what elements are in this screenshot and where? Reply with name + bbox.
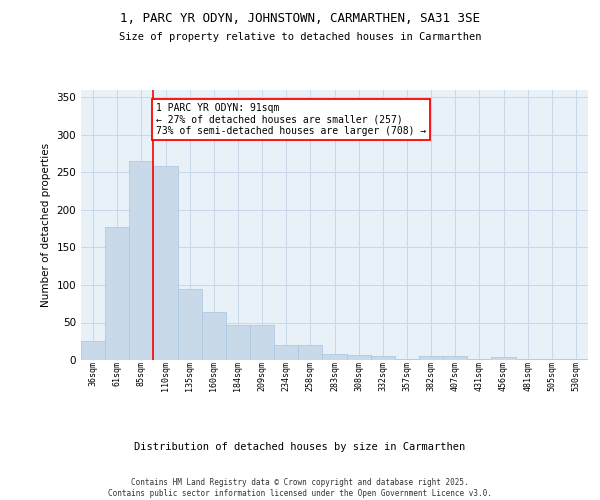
Text: Size of property relative to detached houses in Carmarthen: Size of property relative to detached ho… [119, 32, 481, 42]
Bar [129, 161, 154, 360]
Bar [540, 359, 564, 360]
Text: Contains HM Land Registry data © Crown copyright and database right 2025.
Contai: Contains HM Land Registry data © Crown c… [108, 478, 492, 498]
Bar [250, 325, 274, 360]
Bar [298, 345, 322, 360]
Bar [202, 312, 226, 360]
Bar [226, 325, 250, 360]
Bar [515, 359, 540, 360]
Bar [347, 355, 371, 360]
Text: Distribution of detached houses by size in Carmarthen: Distribution of detached houses by size … [134, 442, 466, 452]
Bar [443, 356, 467, 360]
Bar [419, 356, 443, 360]
Bar [564, 359, 588, 360]
Text: 1 PARC YR ODYN: 91sqm
← 27% of detached houses are smaller (257)
73% of semi-det: 1 PARC YR ODYN: 91sqm ← 27% of detached … [156, 102, 426, 136]
Bar [178, 289, 202, 360]
Bar [467, 359, 491, 360]
Bar [395, 359, 419, 360]
Bar [491, 357, 515, 360]
Bar [371, 356, 395, 360]
Bar [81, 341, 105, 360]
Bar [322, 354, 347, 360]
Y-axis label: Number of detached properties: Number of detached properties [41, 143, 51, 307]
Bar [105, 227, 129, 360]
Text: 1, PARC YR ODYN, JOHNSTOWN, CARMARTHEN, SA31 3SE: 1, PARC YR ODYN, JOHNSTOWN, CARMARTHEN, … [120, 12, 480, 26]
Bar [154, 166, 178, 360]
Bar [274, 345, 298, 360]
